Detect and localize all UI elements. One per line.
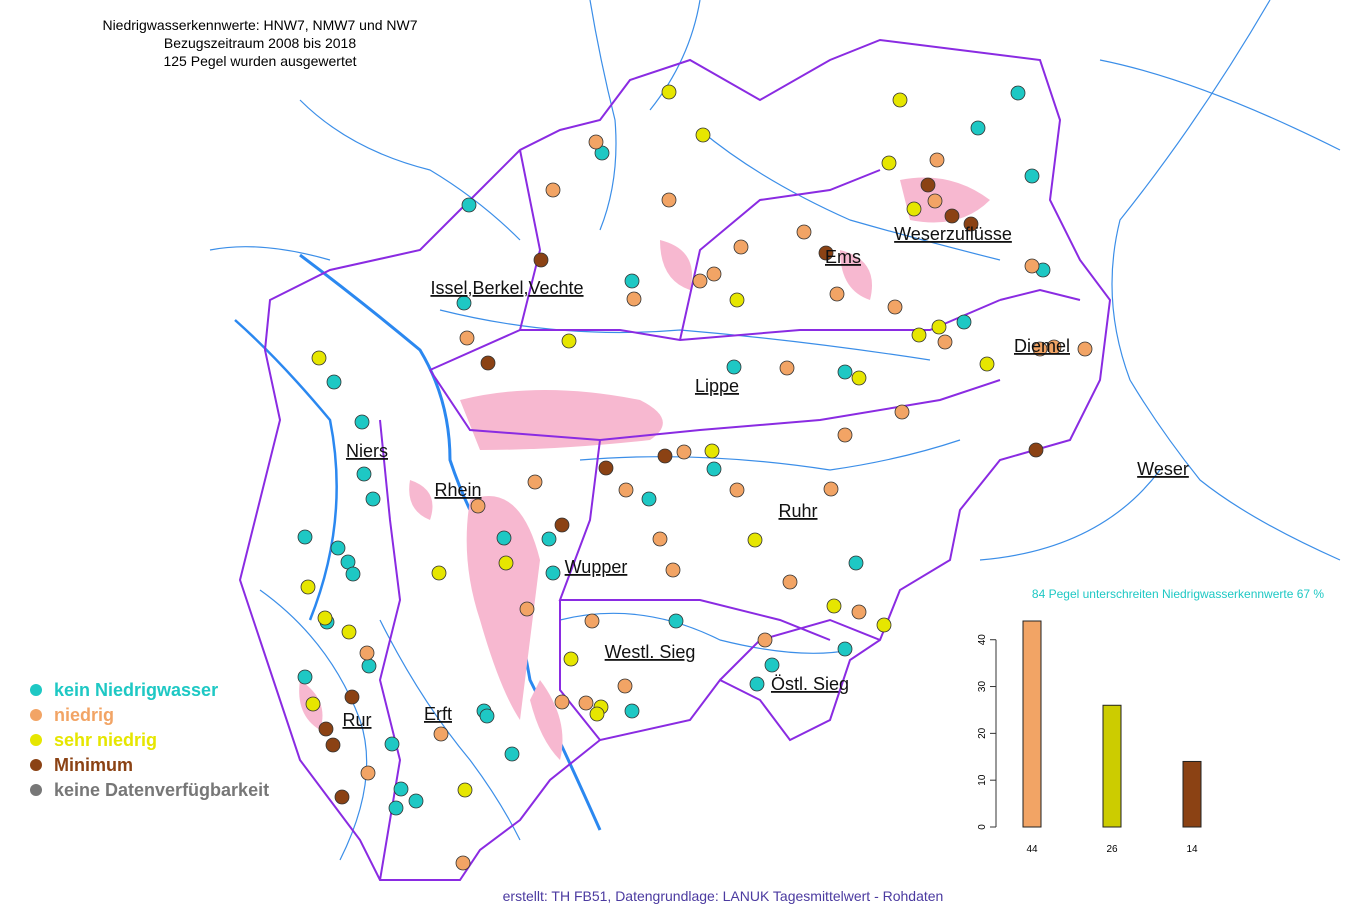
region-label: Diemel <box>1014 336 1070 356</box>
chart-title: 84 Pegel unterschreiten Niedrigwasserken… <box>1032 587 1324 601</box>
legend-marker <box>30 684 42 696</box>
value-label: 44 <box>1026 844 1038 855</box>
bar <box>1182 760 1202 828</box>
gauges <box>297 84 1093 871</box>
bar <box>1102 704 1122 828</box>
bar <box>1022 620 1042 828</box>
y-tick-label: 40 <box>977 634 988 646</box>
y-tick-label: 20 <box>977 727 988 739</box>
bar-chart: 84 Pegel unterschreiten Niedrigwasserken… <box>977 587 1324 855</box>
legend-label: keine Datenverfügbarkeit <box>54 780 269 800</box>
legend-marker <box>30 709 42 721</box>
header: Niedrigwasserkennwerte: HNW7, NMW7 und N… <box>102 17 417 69</box>
region-label: Östl. Sieg <box>771 674 849 694</box>
region-label: Niers <box>346 441 388 461</box>
legend-label: kein Niedrigwasser <box>54 680 218 700</box>
value-label: 26 <box>1106 844 1118 855</box>
region-label: Erft <box>424 704 452 724</box>
y-tick-label: 30 <box>977 681 988 693</box>
header-line: 125 Pegel wurden ausgewertet <box>163 53 356 69</box>
region-label: Weser <box>1137 459 1189 479</box>
legend-marker <box>30 784 42 796</box>
region-label: Rur <box>342 710 371 730</box>
legend-marker <box>30 759 42 771</box>
legend-label: sehr niedrig <box>54 730 157 750</box>
region-label: Issel,Berkel,Vechte <box>430 278 583 298</box>
catchment-boundaries <box>238 38 1112 881</box>
urban-areas <box>299 177 990 760</box>
region-label: Ruhr <box>778 501 817 521</box>
region-label: Wupper <box>565 557 628 577</box>
header-line: Bezugszeitraum 2008 bis 2018 <box>164 35 356 51</box>
legend-label: niedrig <box>54 705 114 725</box>
legend: kein Niedrigwasser niedrig sehr niedrig Min… <box>30 680 269 800</box>
rivers <box>209 0 1341 861</box>
y-tick-label: 0 <box>977 824 988 830</box>
region-labels: Issel,Berkel,Vechte Ems Weserzuflüsse Di… <box>342 224 1188 730</box>
legend-label: Minimum <box>54 755 133 775</box>
region-label: Weserzuflüsse <box>894 224 1012 244</box>
region-label: Westl. Sieg <box>605 642 696 662</box>
header-line: Niedrigwasserkennwerte: HNW7, NMW7 und N… <box>102 17 417 33</box>
region-label: Rhein <box>434 480 481 500</box>
value-label: 14 <box>1186 844 1198 855</box>
y-tick-label: 10 <box>977 774 988 786</box>
legend-marker <box>30 734 42 746</box>
region-label: Lippe <box>695 376 739 396</box>
region-label: Ems <box>825 247 861 267</box>
footer: erstellt: TH FB51, Datengrundlage: LANUK… <box>503 888 944 904</box>
